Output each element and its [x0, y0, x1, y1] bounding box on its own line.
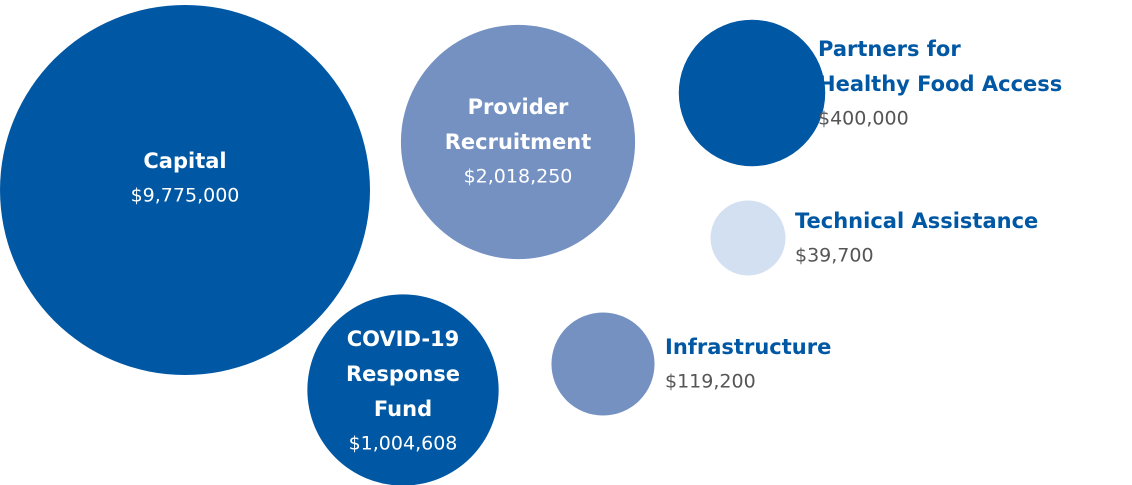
bubble-value: $1,004,608: [349, 433, 458, 455]
bubble: [307, 294, 499, 485]
bubble-value: $2,018,250: [464, 166, 573, 188]
bubble-label: Capital: [143, 149, 226, 173]
bubble: [678, 19, 826, 167]
bubble-label: Provider: [468, 95, 569, 119]
bubble-label: Partners for: [818, 37, 961, 61]
bubble-label: Response: [346, 362, 460, 386]
bubble: [710, 200, 786, 276]
bubble: [400, 24, 636, 260]
bubble-value: $39,700: [795, 245, 874, 267]
bubble-value: $400,000: [818, 108, 909, 130]
bubble-label: Technical Assistance: [795, 209, 1038, 233]
bubble-label: Fund: [374, 397, 432, 421]
bubble: [551, 312, 655, 416]
bubble-value: $119,200: [665, 371, 756, 393]
bubble: [0, 5, 370, 375]
bubble-label: COVID-19: [347, 327, 460, 351]
bubble-label: Recruitment: [445, 130, 592, 154]
bubble-label: Healthy Food Access: [818, 72, 1062, 96]
bubble-value: $9,775,000: [131, 185, 240, 207]
bubble-label: Infrastructure: [665, 335, 831, 359]
